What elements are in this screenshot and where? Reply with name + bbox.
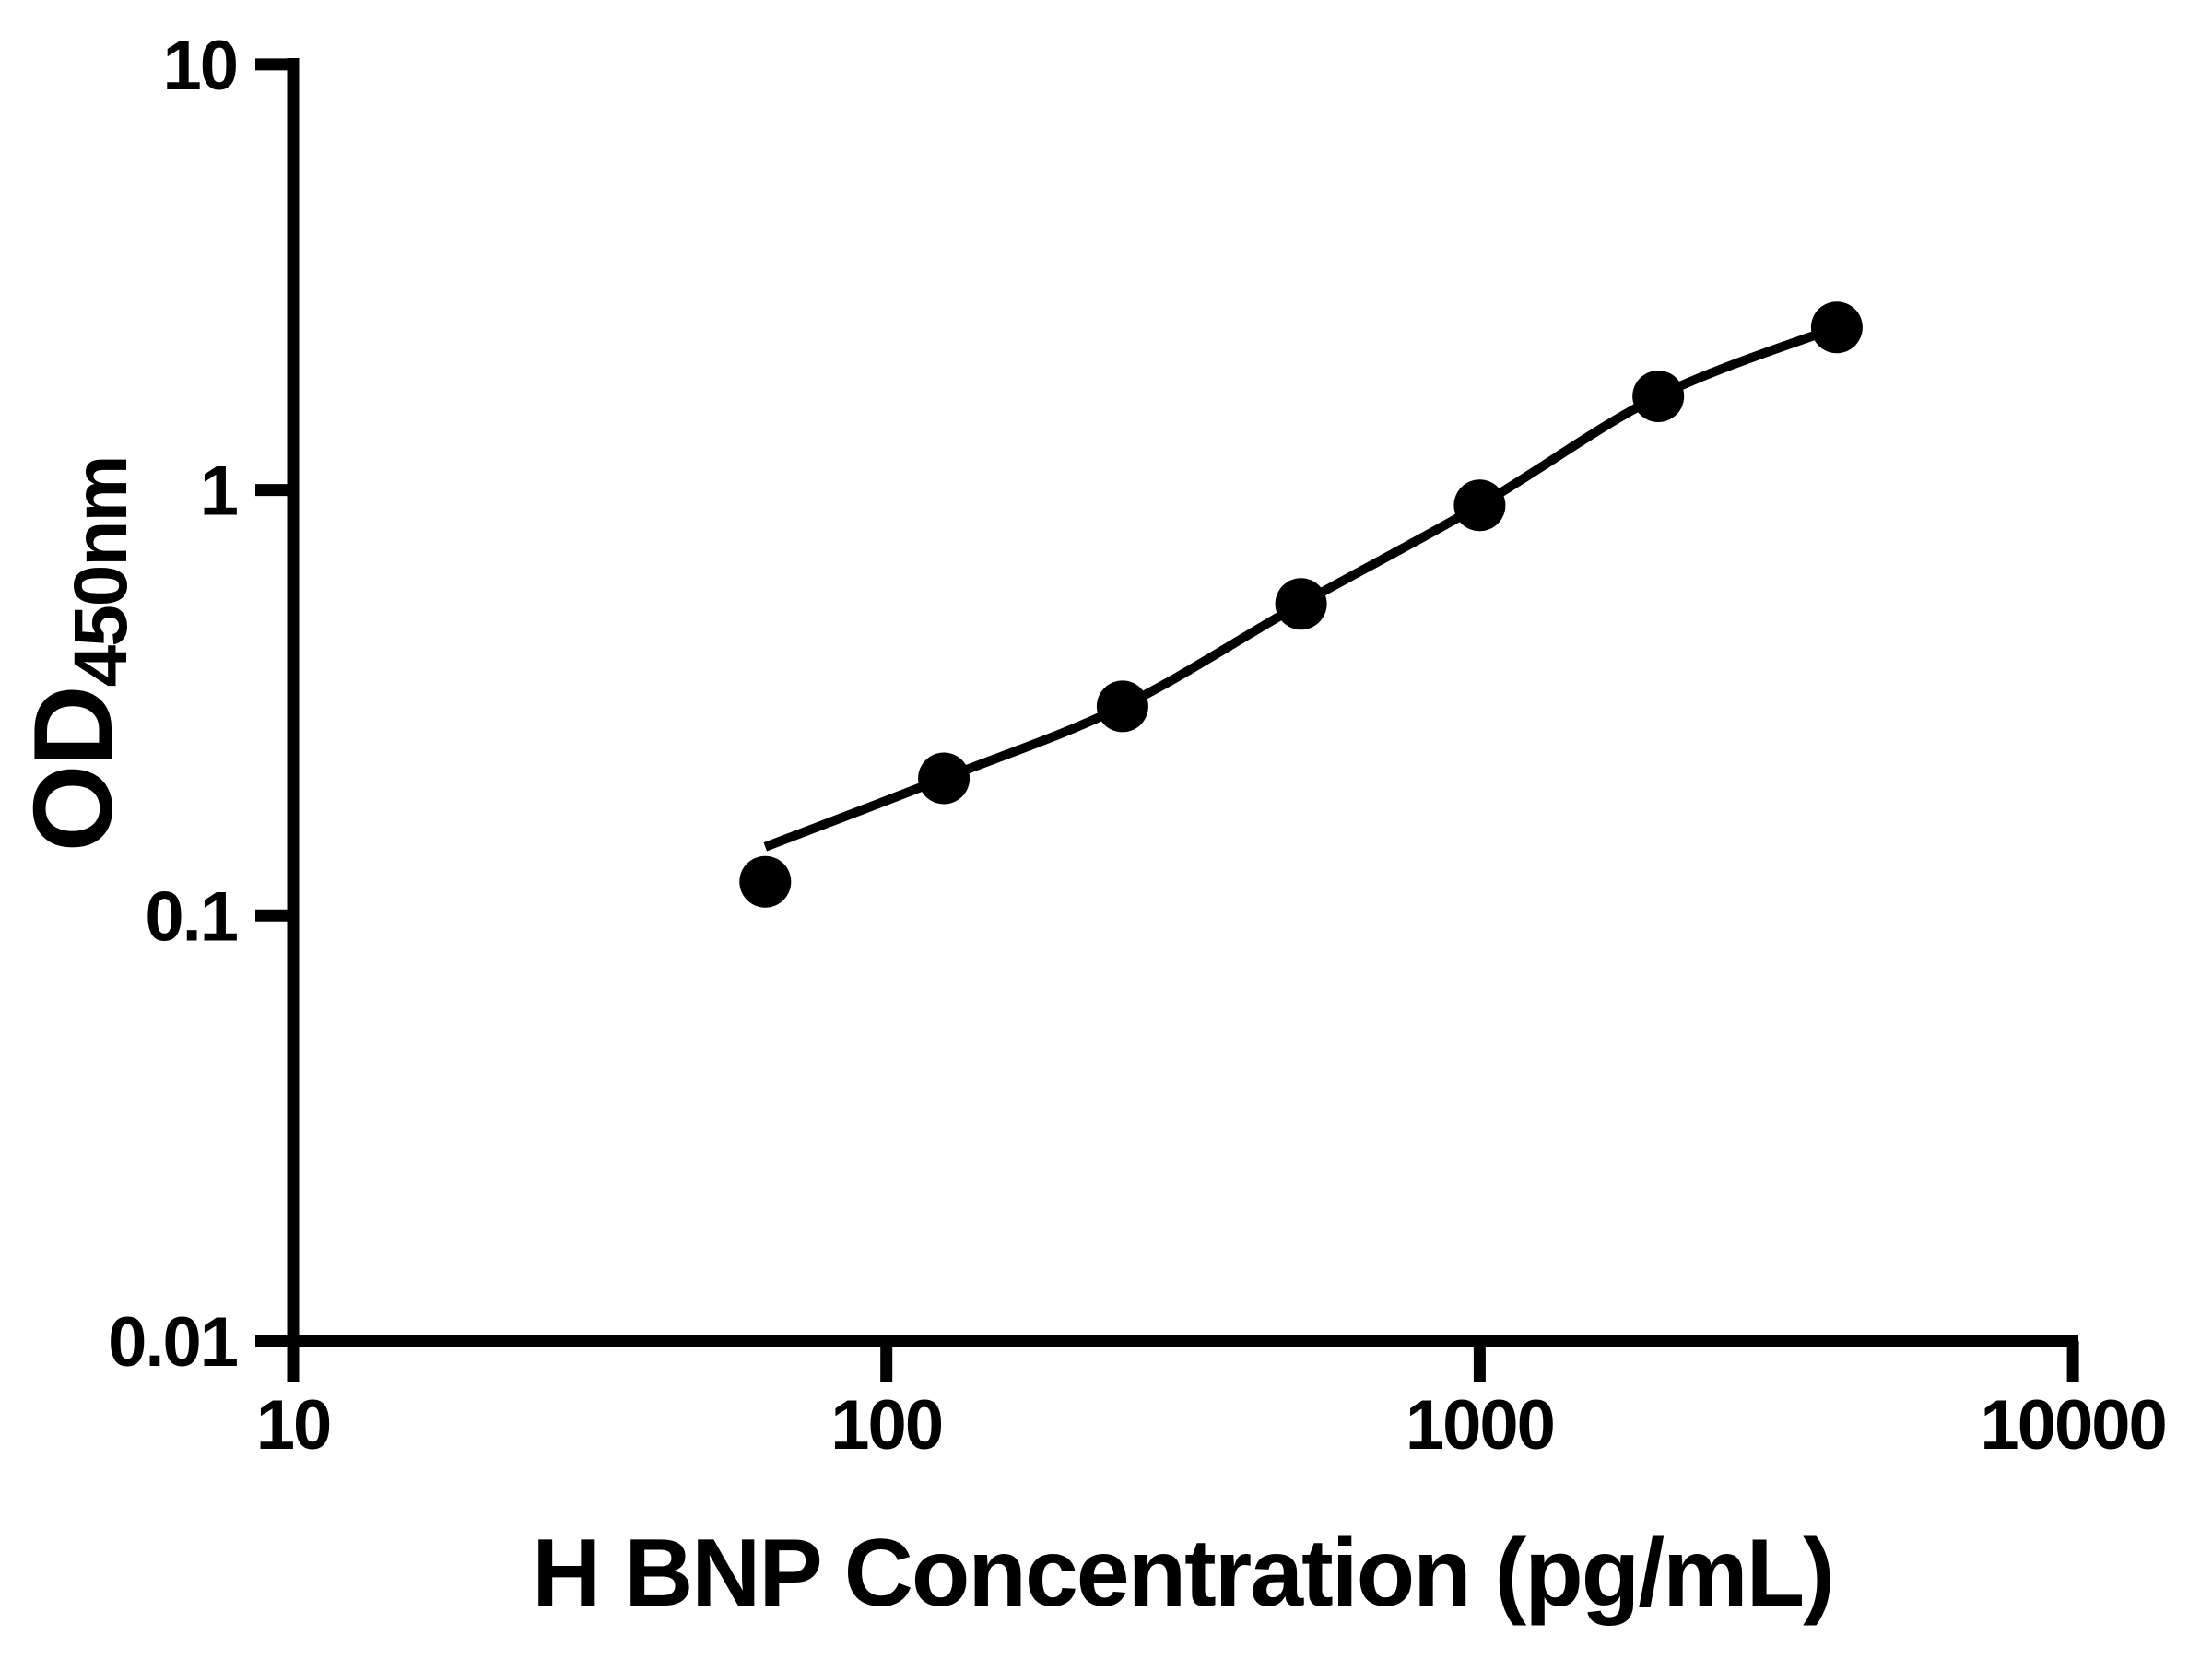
data-points [739, 301, 1863, 908]
y-tick-label: 10 [162, 27, 237, 105]
data-point [739, 855, 792, 908]
data-point [918, 752, 971, 805]
y-axis-title-main: OD [10, 687, 135, 853]
data-point [1632, 371, 1685, 422]
y-axis-title: OD450nm [8, 457, 145, 853]
y-tick-labels: 0.01 0.1 1 10 [108, 27, 240, 1382]
x-tick-label: 10 [256, 1386, 331, 1465]
x-tick-marks [287, 1341, 2079, 1382]
y-tick-label: 1 [200, 453, 238, 531]
data-point [1810, 301, 1863, 354]
data-point [1275, 578, 1327, 630]
x-tick-label: 10000 [1980, 1386, 2165, 1465]
x-axis-title: H BNP Concentration (pg/mL) [532, 1520, 1835, 1627]
data-point [1453, 479, 1506, 532]
data-point [1096, 680, 1148, 733]
x-tick-labels: 10 100 1000 10000 [256, 1386, 2168, 1465]
x-tick-label: 1000 [1406, 1386, 1554, 1465]
y-tick-label: 0.01 [108, 1303, 238, 1382]
y-tick-label: 0.1 [145, 877, 237, 956]
y-axis-title-subscript: 450nm [59, 456, 143, 688]
x-tick-label: 100 [830, 1386, 942, 1465]
y-tick-marks [255, 58, 299, 1347]
